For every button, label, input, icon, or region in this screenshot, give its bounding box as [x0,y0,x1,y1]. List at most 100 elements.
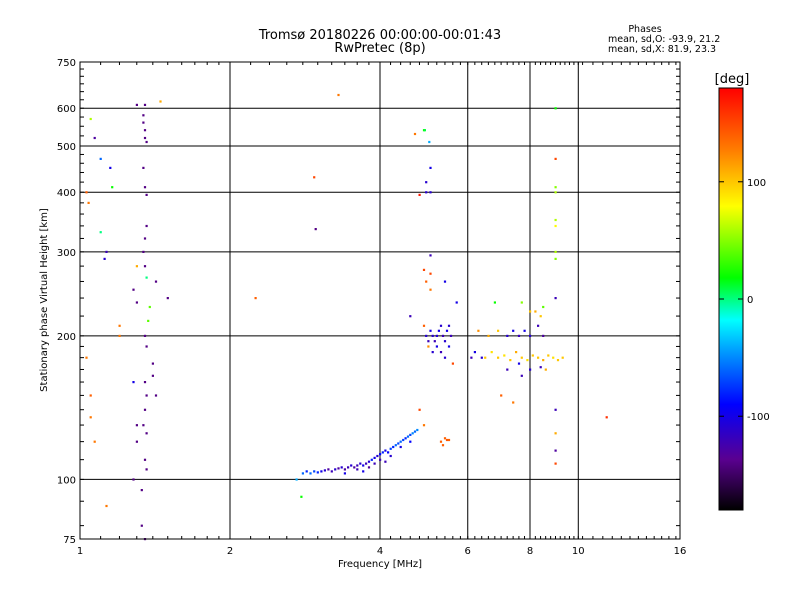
x-tick-label-0: 1 [77,546,83,557]
data-point [554,449,557,452]
data-point [500,394,503,397]
stats-line-x: mean, sd,X: 81.9, 23.3 [608,44,716,55]
data-point [389,447,392,450]
data-point [497,329,500,332]
plot-frame [79,61,681,540]
data-point [509,359,512,362]
y-tick-label-0: 75 [63,535,76,546]
stats-header: Phases [628,24,661,35]
data-point [445,329,449,332]
data-point [503,354,506,357]
data-point [313,176,316,179]
data-point [376,454,379,458]
data-point [520,356,523,359]
data-point [512,401,515,404]
data-point [89,416,92,419]
data-point [542,305,545,309]
data-point [387,451,390,454]
data-point [406,435,410,438]
data-point [431,351,434,354]
data-point [343,468,346,471]
data-point [99,157,102,160]
data-point [531,354,534,357]
data-point [493,301,496,304]
data-point [340,466,343,469]
data-point [544,368,547,371]
data-point [529,310,532,313]
data-point [105,250,108,253]
data-point [143,408,147,411]
data-point [85,356,88,359]
data-point [512,329,515,332]
data-point [151,374,154,377]
data-point [145,432,148,435]
data-point [142,121,145,124]
data-point [327,468,330,471]
data-point [484,356,487,359]
data-point [413,430,417,433]
data-point [427,345,430,348]
data-point [151,362,154,365]
data-point [455,301,458,304]
data-point [313,470,316,473]
data-point [89,394,92,397]
data-point [99,231,102,234]
data-point [337,93,340,97]
data-point [330,470,333,473]
x-tick-labels: 1 2 4 6 8 10 16 [77,546,687,557]
data-point [347,466,350,469]
data-point [314,228,317,231]
data-point [323,469,326,472]
y-tick-label-1: 100 [57,475,76,486]
data-point [523,329,526,332]
colorbar-tick-label-2: -100 [747,412,770,423]
data-point [353,466,356,469]
data-point [87,201,90,204]
data-point [159,100,162,103]
data-point [399,445,402,449]
data-point [118,334,121,337]
data-point [539,366,542,369]
data-point [254,297,257,300]
data-point [537,324,540,327]
data-point [309,472,312,475]
data-point [111,186,114,189]
data-point [337,467,340,470]
data-point [547,354,550,357]
data-point [350,464,353,467]
x-tick-label-5: 10 [572,546,585,557]
data-point [423,129,426,132]
data-point [356,464,359,467]
data-point [425,280,428,283]
data-point [143,334,147,337]
data-point [356,468,359,471]
y-tick-labels: 75 100 200 300 400 500 600 750 [57,58,76,546]
data-point [451,362,454,365]
data-point [477,329,480,332]
data-point [439,440,443,443]
data-point [542,359,545,362]
data-point [435,334,438,337]
y-tick-label-2: 200 [57,332,76,343]
data-point [445,438,449,442]
data-point [135,440,138,443]
colorbar-ticks: 100 0 -100 [719,178,770,423]
data-point [554,186,557,189]
data-point [135,301,138,304]
data-point [362,464,365,467]
data-point [147,319,150,322]
data-point [539,315,542,318]
data-point [443,280,447,283]
data-point [365,462,368,465]
data-point [394,444,397,447]
data-point [425,181,428,184]
data-point [422,324,426,327]
data-point [145,193,148,196]
data-point [429,288,432,291]
data-point [392,445,395,449]
data-point [537,356,540,359]
data-point [487,334,490,337]
y-tick-label-6: 600 [57,104,76,115]
data-point [517,334,521,337]
data-point [409,315,412,318]
